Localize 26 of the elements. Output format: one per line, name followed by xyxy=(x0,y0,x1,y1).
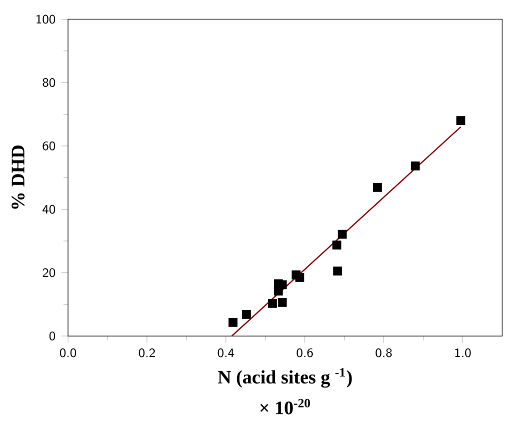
x-axis-title: N (acid sites g $^{-1}$) xyxy=(218,368,352,388)
y-tick-label: 80 xyxy=(42,78,56,88)
x-tick-label: 0.4 xyxy=(218,348,234,358)
y-tick-label: 0 xyxy=(49,332,56,341)
point xyxy=(333,266,342,276)
x-tick-label: 0.6 xyxy=(296,348,313,358)
point xyxy=(295,273,304,282)
y-axis-title: % DHD xyxy=(12,146,25,209)
y-tick-label: 100 xyxy=(36,14,56,24)
point xyxy=(373,183,382,192)
y-tick-label: 40 xyxy=(42,204,56,214)
point xyxy=(332,240,342,250)
point xyxy=(278,298,287,307)
point xyxy=(228,318,238,327)
x-tick-label: 0.0 xyxy=(60,348,76,358)
y-tick-label: 60 xyxy=(42,142,56,150)
x-tick-label: 1.0 xyxy=(455,348,471,358)
point xyxy=(456,116,466,126)
point xyxy=(242,310,251,319)
y-tick-label: 20 xyxy=(42,268,56,278)
point xyxy=(268,299,277,308)
x-tick-label: 0.8 xyxy=(376,348,392,358)
x-tick-label: 0.2 xyxy=(138,348,155,358)
point xyxy=(338,230,347,239)
point xyxy=(410,162,420,170)
text: × 10$^{-20}$ xyxy=(260,398,310,414)
